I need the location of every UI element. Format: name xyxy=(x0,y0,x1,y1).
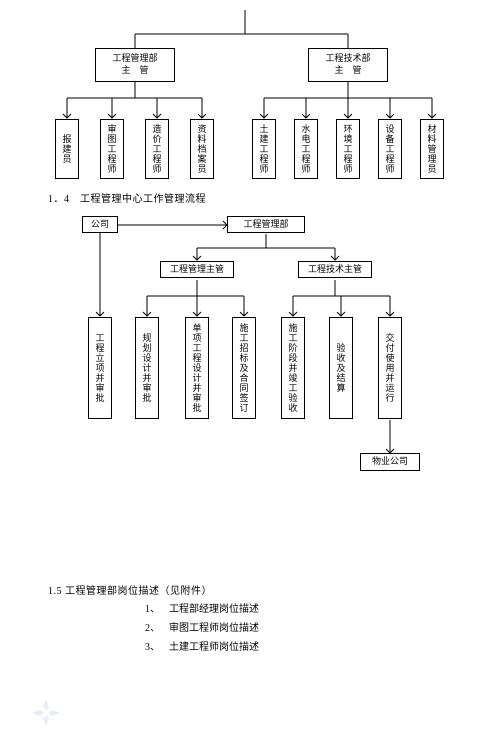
leaf-box: 审图工程师 xyxy=(100,119,124,179)
step-box: 施工阶段并竣工验收 xyxy=(281,317,305,419)
step-box: 规划设计并审批 xyxy=(135,317,159,419)
mgr-left-label: 工程管理主管 xyxy=(170,264,224,276)
step-label: 施工阶段并竣工验收 xyxy=(287,323,300,413)
step-box: 单项工程设计并审批 xyxy=(185,317,209,419)
leaf-box: 资料档案员 xyxy=(190,119,214,179)
list-text: 审图工程师岗位描述 xyxy=(169,619,259,638)
list-num: 2、 xyxy=(145,619,169,638)
leaf-label: 审图工程师 xyxy=(106,124,119,174)
leaf-box: 造价工程师 xyxy=(145,119,169,179)
section-caption-15: 1.5 工程管理部岗位描述（见附件） xyxy=(48,582,212,597)
dept-role: 主 管 xyxy=(325,65,370,77)
step-label: 施工招标及合同签订 xyxy=(238,323,251,413)
list-text: 工程部经理岗位描述 xyxy=(169,600,259,619)
step-box: 施工招标及合同签订 xyxy=(232,317,256,419)
leaf-label: 环境工程师 xyxy=(342,124,355,174)
leaf-box: 设备工程师 xyxy=(378,119,402,179)
list-num: 1、 xyxy=(145,600,169,619)
leaf-box: 土建工程师 xyxy=(252,119,276,179)
leaf-box: 环境工程师 xyxy=(336,119,360,179)
list-item: 3、土建工程师岗位描述 xyxy=(145,638,259,657)
step-label: 规划设计并审批 xyxy=(141,333,154,403)
company-box: 公司 xyxy=(82,216,118,233)
property-label: 物业公司 xyxy=(372,456,408,468)
step-label: 验收及结算 xyxy=(335,343,348,393)
leaf-box: 水电工程师 xyxy=(294,119,318,179)
mgr-left-box: 工程管理主管 xyxy=(160,261,234,278)
dept-box-mgmt: 工程管理部 主 管 xyxy=(95,48,175,82)
leaf-label: 报建员 xyxy=(61,134,74,164)
dept-label: 工程管理部 xyxy=(243,219,288,231)
dept-box-tech: 工程技术部 主 管 xyxy=(308,48,388,82)
property-box: 物业公司 xyxy=(360,453,420,471)
leaf-label: 材料管理员 xyxy=(426,124,439,174)
step-label: 单项工程设计并审批 xyxy=(191,323,204,413)
step-label: 工程立项并审批 xyxy=(94,333,107,403)
list-item: 1、工程部经理岗位描述 xyxy=(145,600,259,619)
section-caption-14: 1．4 工程管理中心工作管理流程 xyxy=(48,190,206,205)
list-text: 土建工程师岗位描述 xyxy=(169,638,259,657)
watermark-icon xyxy=(30,697,62,729)
dept-name: 工程技术部 xyxy=(325,53,370,65)
mgr-right-label: 工程技术主管 xyxy=(308,264,362,276)
company-label: 公司 xyxy=(91,219,109,231)
dept-box: 工程管理部 xyxy=(227,216,305,233)
dept-role: 主 管 xyxy=(112,65,157,77)
leaf-label: 设备工程师 xyxy=(384,124,397,174)
dept-name: 工程管理部 xyxy=(112,53,157,65)
leaf-label: 资料档案员 xyxy=(196,124,209,174)
step-box: 交付使用并运行 xyxy=(378,317,402,419)
leaf-label: 土建工程师 xyxy=(258,124,271,174)
list-num: 3、 xyxy=(145,638,169,657)
step-label: 交付使用并运行 xyxy=(384,333,397,403)
step-box: 工程立项并审批 xyxy=(88,317,112,419)
job-list: 1、工程部经理岗位描述 2、审图工程师岗位描述 3、土建工程师岗位描述 xyxy=(145,600,259,657)
list-item: 2、审图工程师岗位描述 xyxy=(145,619,259,638)
leaf-box: 材料管理员 xyxy=(420,119,444,179)
leaf-box: 报建员 xyxy=(55,119,79,179)
step-box: 验收及结算 xyxy=(329,317,353,419)
mgr-right-box: 工程技术主管 xyxy=(298,261,372,278)
leaf-label: 水电工程师 xyxy=(300,124,313,174)
leaf-label: 造价工程师 xyxy=(151,124,164,174)
